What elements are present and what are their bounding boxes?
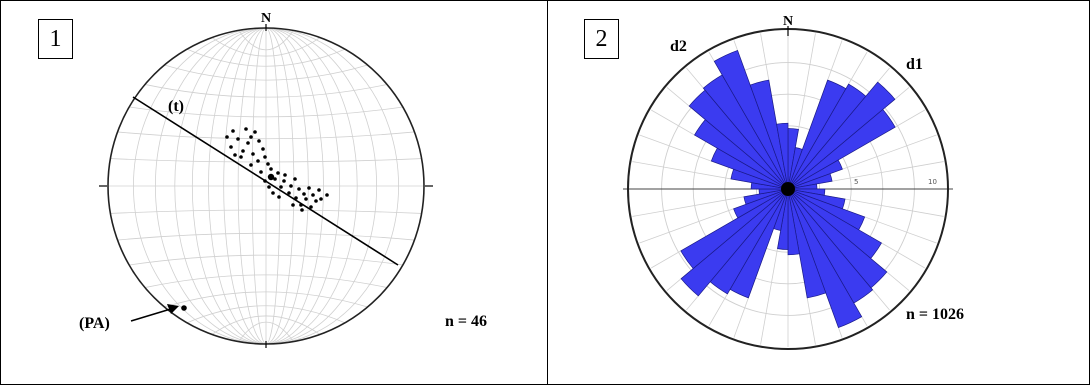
rose-petal <box>776 122 789 190</box>
stereonet-point <box>253 130 257 134</box>
rose-petal <box>787 81 896 190</box>
rose-petal <box>787 188 863 329</box>
stereonet-point <box>294 196 298 200</box>
stereonet-point <box>225 135 229 139</box>
stereonet-point <box>279 185 283 189</box>
stereonet-point <box>229 145 233 149</box>
stereonet-point <box>244 127 248 131</box>
stereonet-point <box>269 167 273 171</box>
panel-number: 1 <box>38 19 73 59</box>
stereonet-point <box>304 197 308 201</box>
rose-north-label: N <box>783 14 793 29</box>
sample-count-label: n = 1026 <box>906 306 965 323</box>
pole-axis-point <box>181 305 187 311</box>
rose-petal <box>743 188 789 205</box>
rose-petal <box>680 188 789 297</box>
sample-count-label: n = 46 <box>445 313 488 330</box>
stereonet-panel: 1 N (t) (PA) n = 46 <box>0 0 548 385</box>
stereonet-point <box>236 137 240 141</box>
rose-diagram-panel: 2 N d2 d1 5 10 n = 1026 <box>547 0 1090 385</box>
stereonet-point <box>309 205 313 209</box>
rose-diagram: N d2 d1 5 10 <box>623 14 953 350</box>
stereonet-point <box>289 184 293 188</box>
rose-petals <box>680 49 896 329</box>
stereonet-point <box>276 171 280 175</box>
stereonet-point <box>277 195 281 199</box>
stereonet-point <box>246 141 250 145</box>
stereonet-point <box>282 179 286 183</box>
stereonet-point <box>259 170 263 174</box>
stereonet-point <box>271 191 275 195</box>
trend-label: (t) <box>168 98 184 115</box>
stereonet-point <box>319 197 323 201</box>
stereonet-point <box>317 188 321 192</box>
stereonet-point <box>256 159 260 163</box>
stereonet-point <box>273 177 277 181</box>
rose-petal <box>713 49 789 190</box>
stereonet-grid <box>108 28 424 344</box>
stereonet-point <box>233 153 237 157</box>
rose-petal <box>749 79 789 190</box>
stereonet-point <box>300 208 304 212</box>
stereonet-plot: N (t) (PA) <box>79 11 433 348</box>
rose-petal <box>787 173 833 190</box>
stereonet-point <box>291 203 295 207</box>
pole-axis-label: (PA) <box>79 315 110 332</box>
stereonet-point <box>261 147 265 151</box>
rose-petal <box>787 159 843 190</box>
stereonet-point <box>267 185 271 189</box>
stereonet-point <box>283 173 287 177</box>
stereonet-point <box>302 192 306 196</box>
mean-pole-point <box>267 173 275 181</box>
stereonet-point <box>325 193 329 197</box>
stereonet-point <box>293 177 297 181</box>
pole-axis-arrowhead <box>167 304 179 314</box>
rose-d1-label: d1 <box>906 56 923 73</box>
rose-d2-label: d2 <box>670 38 687 55</box>
pole-axis-arrow <box>130 307 175 322</box>
stereonet-point <box>263 155 267 159</box>
rose-petal <box>733 188 789 219</box>
rose-center-dot <box>781 182 795 196</box>
stereonet-point <box>241 149 245 153</box>
stereonet-point <box>249 163 253 167</box>
stereonet-point <box>239 155 243 159</box>
rose-scale-10-label: 10 <box>928 178 937 186</box>
rose-petal <box>787 188 827 299</box>
stereonet-point <box>249 135 253 139</box>
rose-petal <box>787 108 896 190</box>
stereonet-point <box>299 203 303 207</box>
rose-petal <box>787 188 800 256</box>
stereonet-grid-lines <box>108 28 424 344</box>
panel-number: 2 <box>584 19 619 59</box>
rose-scale-5-label: 5 <box>854 178 858 186</box>
rose-petal <box>680 188 789 270</box>
stereonet-point <box>231 129 235 133</box>
stereonet-point <box>263 179 267 183</box>
stereonet-point <box>297 187 301 191</box>
stereonet-point <box>311 193 315 197</box>
stereonet-point <box>257 139 261 143</box>
stereonet-point <box>287 191 291 195</box>
stereonet-point <box>251 152 255 156</box>
stereonet-point <box>314 199 318 203</box>
stereonet-points <box>225 127 329 212</box>
north-label: N <box>261 11 271 26</box>
stereonet-point <box>307 186 311 190</box>
stereonet-point <box>266 162 270 166</box>
